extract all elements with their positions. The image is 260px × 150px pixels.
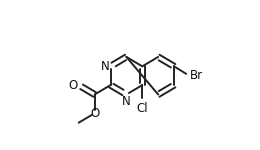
Text: N: N (122, 95, 131, 108)
Text: N: N (101, 60, 110, 73)
Text: Br: Br (190, 69, 203, 82)
Text: O: O (69, 79, 78, 92)
Text: Cl: Cl (136, 102, 148, 115)
Text: O: O (90, 107, 99, 120)
